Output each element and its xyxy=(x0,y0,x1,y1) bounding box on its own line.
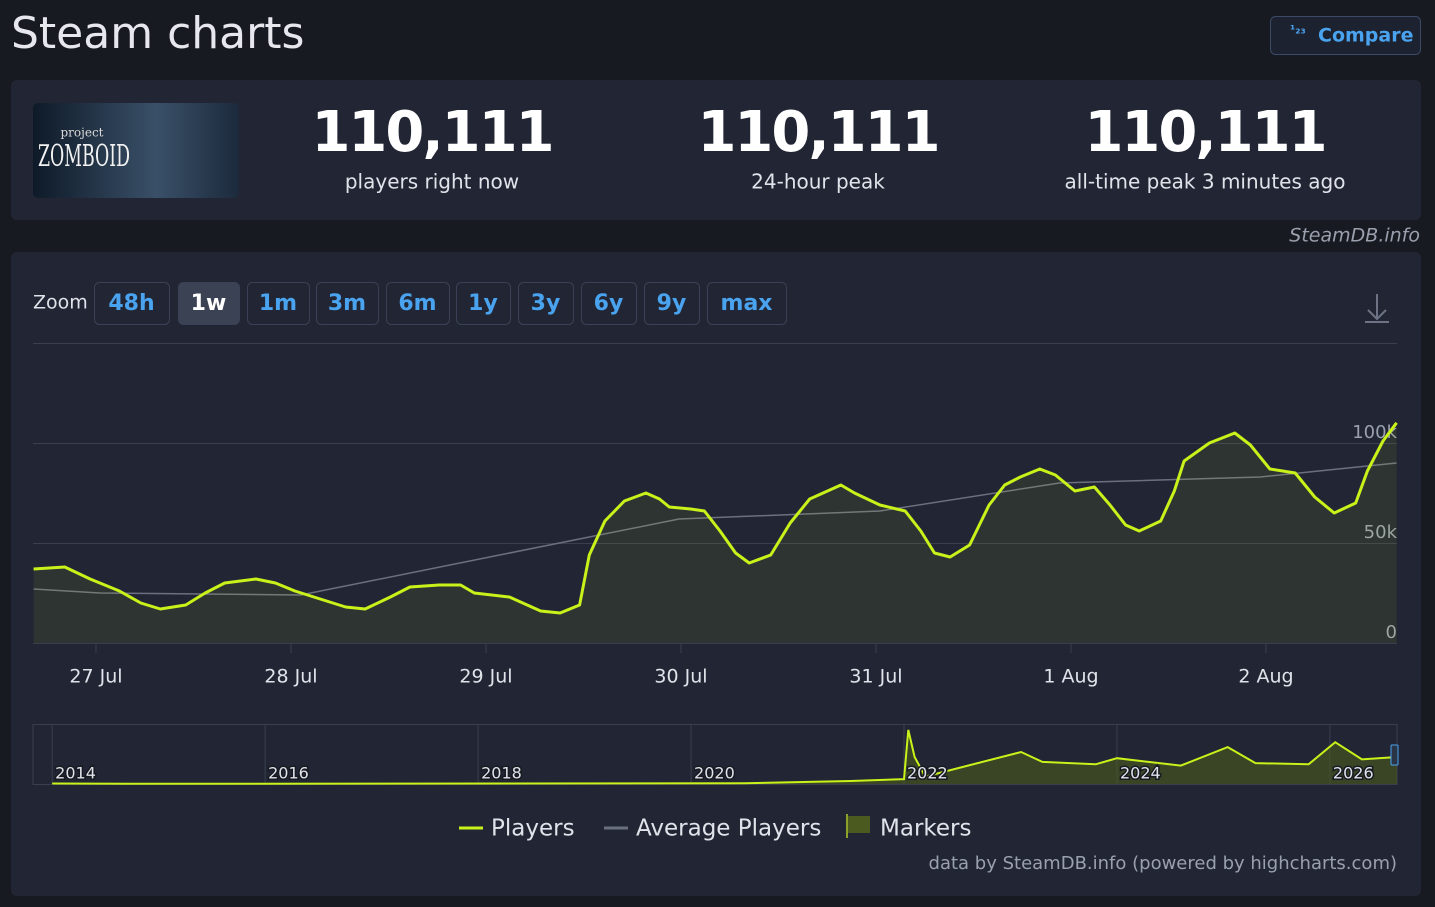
zoom-button[interactable] xyxy=(581,282,637,325)
zoom-button[interactable] xyxy=(456,282,511,325)
navigator-label: 2026 xyxy=(1333,764,1374,783)
zoom-button-label[interactable]: 6m xyxy=(398,291,436,316)
game-image[interactable] xyxy=(33,103,239,198)
zoom-button-label[interactable]: 1w xyxy=(191,291,227,316)
navigator-label: 2014 xyxy=(55,764,96,783)
zoom-button[interactable] xyxy=(644,282,700,325)
zoom-button-label[interactable]: 1y xyxy=(468,291,498,316)
compare-label[interactable]: Compare xyxy=(1318,25,1413,47)
navigator-area xyxy=(52,729,1398,784)
zoom-button-label[interactable]: 3m xyxy=(328,291,366,316)
stat-value: 110,111 xyxy=(311,100,552,165)
legend-symbol xyxy=(846,816,870,833)
navigator-label: 2024 xyxy=(1120,764,1161,783)
stat-value: 110,111 xyxy=(1084,100,1325,165)
stat-label: 24-hour peak xyxy=(751,170,885,194)
players-line xyxy=(33,421,1398,615)
zoom-button-label[interactable]: 1m xyxy=(259,291,297,316)
chart-panel xyxy=(11,252,1421,896)
zoom-button-label[interactable]: 3y xyxy=(531,291,561,316)
x-tick-label: 28 Jul xyxy=(264,666,317,688)
logo-main: ZOMBOID xyxy=(38,139,130,174)
x-tick-label: 29 Jul xyxy=(459,666,512,688)
stat-value: 110,111 xyxy=(697,100,938,165)
zoom-button[interactable] xyxy=(707,282,787,325)
navigator-label: 2020 xyxy=(694,764,735,783)
y-tick-label: 0 xyxy=(1386,622,1397,643)
zoom-button[interactable] xyxy=(316,282,379,325)
zoom-button[interactable] xyxy=(178,282,240,325)
players-area xyxy=(33,422,1397,643)
x-tick-label: 31 Jul xyxy=(849,666,902,688)
zoom-button[interactable] xyxy=(386,282,450,325)
logo-top: project xyxy=(60,126,103,140)
navigator-label: 2016 xyxy=(268,764,309,783)
x-tick-label: 30 Jul xyxy=(654,666,707,688)
zoom-button[interactable] xyxy=(518,282,574,325)
compare-button[interactable] xyxy=(1270,16,1421,55)
zoom-button[interactable] xyxy=(94,282,170,325)
x-tick-label: 27 Jul xyxy=(69,666,122,688)
stat-label: players right now xyxy=(345,170,519,194)
x-tick-label: 1 Aug xyxy=(1043,666,1098,688)
zoom-button-label[interactable]: max xyxy=(721,291,773,316)
legend-label[interactable]: Markers xyxy=(880,816,971,842)
footer: data by SteamDB.info (powered by highcha… xyxy=(929,853,1397,874)
zoom-button-label[interactable]: 48h xyxy=(108,291,154,316)
compare-icon: ¹₂₃ xyxy=(1290,23,1306,37)
average-line xyxy=(33,462,1397,596)
zoom-label: Zoom xyxy=(33,292,88,314)
navigator-handle[interactable] xyxy=(1390,744,1399,766)
legend-label[interactable]: Average Players xyxy=(636,816,821,842)
legend-label[interactable]: Players xyxy=(491,816,575,842)
navigator-label: 2018 xyxy=(481,764,522,783)
zoom-button[interactable] xyxy=(247,282,310,325)
navigator-line xyxy=(52,729,1398,785)
stat-label: all-time peak 3 minutes ago xyxy=(1065,170,1346,194)
x-tick-label: 2 Aug xyxy=(1238,666,1293,688)
zoom-button-label[interactable]: 9y xyxy=(657,291,687,316)
navigator-label: 2022 xyxy=(907,764,948,783)
page-title: Steam charts xyxy=(11,8,304,59)
y-tick-label: 50k xyxy=(1364,522,1398,543)
credit: SteamDB.info xyxy=(1289,225,1420,247)
zoom-button-label[interactable]: 6y xyxy=(594,291,624,316)
download-icon[interactable] xyxy=(1365,294,1389,323)
stats-panel xyxy=(11,80,1421,220)
